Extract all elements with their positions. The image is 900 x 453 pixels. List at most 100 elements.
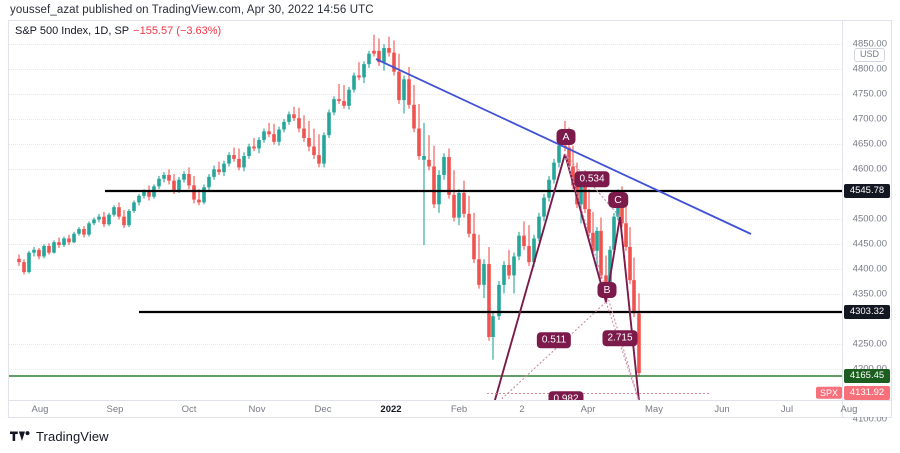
pattern-ratio-label[interactable]: 0.534	[574, 171, 610, 187]
pattern-node-b[interactable]: B	[597, 281, 617, 299]
gridline	[9, 119, 842, 120]
candle	[262, 128, 266, 143]
candle	[137, 193, 141, 206]
gridline	[9, 219, 842, 220]
price-tick: 4200.00	[853, 364, 887, 375]
price-marker-4303-32[interactable]: 4303.32	[844, 305, 890, 319]
price-tick: 4800.00	[852, 63, 887, 75]
pattern-guide-BD[interactable]	[605, 301, 640, 400]
candle	[372, 34, 376, 57]
candle	[412, 84, 416, 133]
price-tick: 4250.00	[852, 338, 887, 350]
pattern-leg-XA[interactable]	[493, 153, 566, 400]
candle	[67, 234, 71, 246]
descending-trendline[interactable]	[375, 58, 752, 235]
candle	[47, 243, 51, 255]
tradingview-footer: TradingView	[10, 429, 109, 444]
currency-pill: USD	[853, 48, 885, 62]
candle	[322, 132, 326, 168]
pattern-ratio-label[interactable]: 0.511	[536, 332, 572, 348]
gridline	[9, 344, 842, 345]
candle	[457, 189, 461, 226]
drawings-overlay	[9, 58, 842, 400]
candle	[297, 107, 301, 133]
candle	[132, 200, 136, 213]
candle	[362, 61, 366, 84]
candle	[257, 137, 261, 154]
price-axis[interactable]: 4850.00 4800.00 4750.00 4700.00 4650.00 4600.…	[816, 21, 891, 425]
candle	[57, 237, 61, 248]
candle	[557, 141, 561, 168]
candle	[624, 203, 628, 251]
pattern-node-c[interactable]: C	[608, 191, 628, 209]
pattern-leg-CD[interactable]	[619, 216, 640, 400]
time-tick: Feb	[450, 404, 468, 415]
candle	[187, 167, 191, 190]
price-tick: 4650.00	[852, 138, 887, 150]
chart-legend: S&P 500 Index, 1D, SP −155.57 (−3.63%)	[15, 25, 221, 37]
candle	[442, 153, 446, 180]
candle	[347, 86, 351, 110]
time-axis[interactable]: Aug Sep Oct Nov Dec 2022 Feb 2 Apr May Jun Jul Aug	[9, 400, 891, 418]
candle	[27, 250, 31, 274]
axis-corner-divider	[842, 401, 843, 418]
price-tick: 4750.00	[852, 88, 887, 100]
pattern-guide-XB[interactable]	[493, 301, 607, 400]
spx-series-tag[interactable]: SPX	[816, 386, 843, 400]
price-tick: 4100.00	[852, 413, 887, 425]
candle	[287, 111, 291, 125]
candle	[628, 227, 632, 284]
candle	[387, 36, 391, 57]
candle	[491, 312, 495, 360]
candle	[432, 145, 436, 209]
time-tick: Nov	[248, 404, 266, 415]
gridline	[9, 44, 842, 45]
price-tick: 4850.00	[852, 38, 887, 50]
candle	[242, 152, 246, 172]
gridline	[9, 244, 842, 245]
time-tick: Sep	[106, 404, 124, 415]
price-tick: 4400.00	[852, 263, 887, 275]
legend-symbol: S&P 500 Index, 1D, SP	[15, 25, 130, 37]
price-tick: 4500.00	[852, 213, 887, 225]
publisher-byline: youssef_azat published on TradingView.co…	[10, 4, 374, 16]
pattern-node-a[interactable]: A	[556, 128, 576, 146]
candle	[157, 175, 161, 190]
price-tick: 4600.00	[852, 163, 887, 175]
candle	[579, 179, 583, 224]
pattern-ratio-label[interactable]: 2.715	[602, 330, 638, 346]
candle	[317, 134, 321, 168]
time-tick: 2022	[380, 404, 402, 415]
candle	[32, 246, 36, 257]
candle	[247, 143, 251, 159]
candle	[392, 40, 396, 76]
candle	[352, 72, 356, 93]
gridline	[9, 269, 842, 270]
price-tick: 4350.00	[852, 288, 887, 300]
time-tick: 2	[519, 404, 525, 415]
candle	[212, 165, 216, 180]
candle	[462, 180, 466, 218]
candle	[527, 225, 531, 266]
gridline	[9, 169, 842, 170]
candle	[277, 126, 281, 146]
candle	[522, 221, 526, 250]
gridline	[9, 94, 842, 95]
gridline	[9, 69, 842, 70]
candle	[367, 50, 371, 68]
price-marker-4131-92[interactable]: 4131.92	[844, 386, 890, 400]
candle	[537, 212, 541, 242]
pattern-ratio-label[interactable]: 0.982	[548, 391, 584, 400]
gridline	[9, 294, 842, 295]
chart-frame: S&P 500 Index, 1D, SP−155.57 (−3.63%) XA…	[8, 20, 892, 425]
candle	[487, 246, 491, 341]
time-tick: May	[645, 404, 663, 415]
price-marker-4165-45[interactable]: 4165.45	[844, 369, 890, 383]
price-marker-4545-78[interactable]: 4545.78	[844, 184, 890, 198]
candle	[252, 138, 256, 152]
candle	[552, 158, 556, 184]
pattern-guide-AD[interactable]	[564, 153, 640, 400]
candle	[112, 205, 116, 217]
candle	[357, 62, 361, 81]
